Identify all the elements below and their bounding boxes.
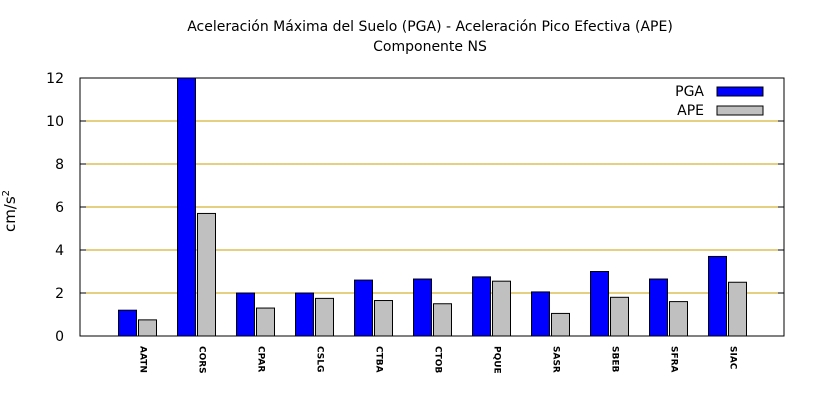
bar-pga xyxy=(531,291,550,337)
legend-swatch xyxy=(716,105,764,116)
bar-ape xyxy=(433,303,452,337)
bar-ape xyxy=(669,301,688,337)
bar-pga xyxy=(708,255,727,337)
plot-frame xyxy=(79,77,785,337)
y-tick-label: 2 xyxy=(55,286,64,302)
y-axis-label-unit: cm/s xyxy=(1,196,19,232)
x-tick-label: SASR xyxy=(551,346,561,373)
y-tick-label: 10 xyxy=(46,114,64,130)
x-ticks: AATN CORS CPAR CSLG CTBA CTOB PQUE SASR SBEB SFRA… xyxy=(138,346,738,374)
bar-ape xyxy=(728,281,747,337)
bar-ape xyxy=(315,297,334,337)
x-tick-label: PQUE xyxy=(492,346,502,374)
bar-ape xyxy=(610,296,629,337)
x-tick-label: SBEB xyxy=(610,346,620,372)
bar-ape xyxy=(197,212,216,337)
bar-pga xyxy=(236,292,255,337)
bar-pga xyxy=(649,278,668,337)
bar-pga xyxy=(354,279,373,337)
y-tick-label: 12 xyxy=(46,71,64,87)
y-tick-label: 8 xyxy=(55,157,64,173)
legend-label: PGA xyxy=(675,84,704,100)
x-tick-label: SIAC xyxy=(728,346,738,370)
legend: PGA APE xyxy=(675,84,764,119)
x-tick-label: CTOB xyxy=(433,346,443,373)
bar-pga xyxy=(177,77,196,337)
bar-ape xyxy=(492,280,511,337)
bar-pga xyxy=(590,271,609,337)
x-tick-label: CORS xyxy=(197,346,207,374)
bar-ape xyxy=(551,312,570,337)
x-tick-label: CPAR xyxy=(256,346,266,372)
x-tick-label: AATN xyxy=(138,346,148,373)
legend-label: APE xyxy=(677,103,704,119)
x-tick-label: SFRA xyxy=(669,346,679,373)
x-tick-label: CSLG xyxy=(315,346,325,372)
bar-ape xyxy=(138,319,157,337)
legend-swatch xyxy=(716,86,764,97)
bar-ape xyxy=(256,307,275,337)
bar-pga xyxy=(472,276,491,337)
y-axis-label: cm/s2 xyxy=(1,190,19,232)
chart-subtitle: Componente NS xyxy=(373,39,487,55)
y-tick-label: 4 xyxy=(55,243,64,259)
x-tick-label: CTBA xyxy=(374,346,384,373)
chart-title: Aceleración Máxima del Suelo (PGA) - Ace… xyxy=(187,19,673,35)
bar-pga xyxy=(118,309,137,337)
bar-pga xyxy=(413,278,432,337)
y-axis-label-exponent: 2 xyxy=(1,190,12,196)
bars xyxy=(118,77,747,337)
bar-pga xyxy=(295,292,314,337)
bar-ape xyxy=(374,300,393,337)
y-tick-label: 0 xyxy=(55,329,64,345)
y-tick-label: 6 xyxy=(55,200,64,216)
